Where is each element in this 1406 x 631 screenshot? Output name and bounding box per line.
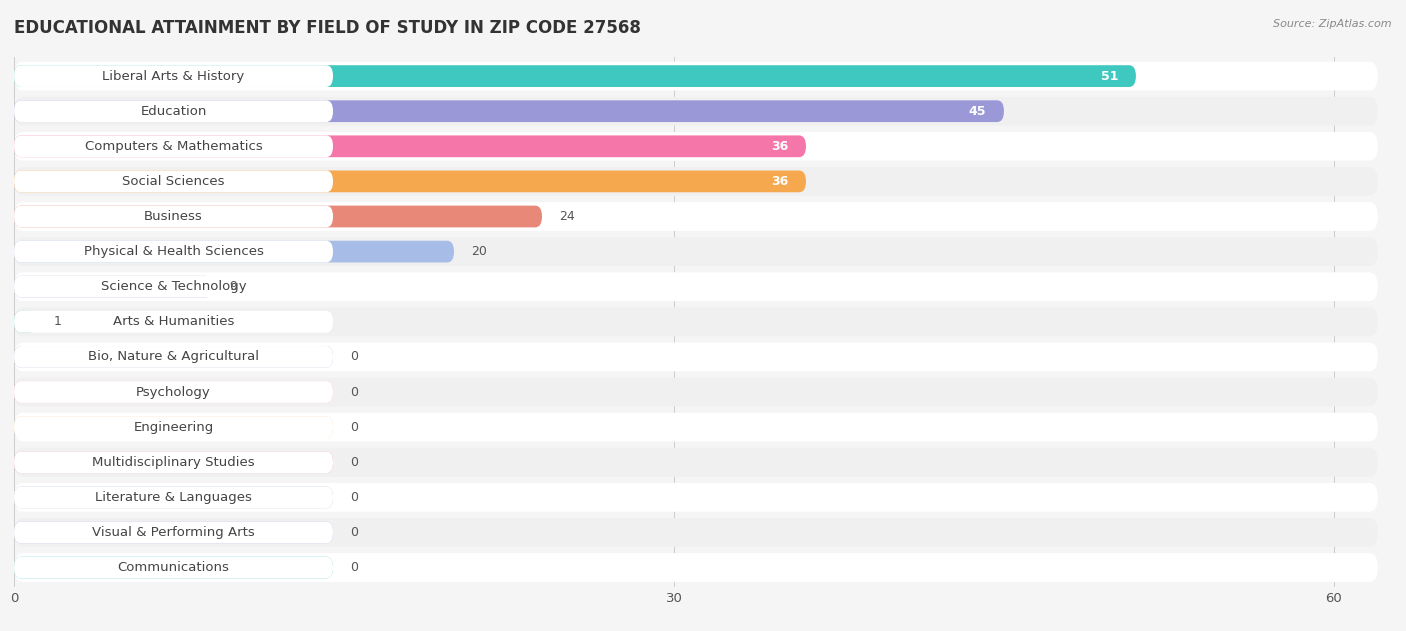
FancyBboxPatch shape — [14, 448, 1378, 476]
Text: Literature & Languages: Literature & Languages — [96, 491, 252, 504]
FancyBboxPatch shape — [14, 416, 333, 438]
FancyBboxPatch shape — [14, 518, 1378, 547]
FancyBboxPatch shape — [14, 487, 333, 508]
FancyBboxPatch shape — [14, 136, 333, 157]
FancyBboxPatch shape — [14, 416, 333, 438]
Text: 36: 36 — [770, 175, 789, 188]
FancyBboxPatch shape — [14, 237, 1378, 266]
Text: 1: 1 — [53, 316, 62, 328]
FancyBboxPatch shape — [14, 381, 333, 403]
FancyBboxPatch shape — [14, 307, 1378, 336]
FancyBboxPatch shape — [14, 311, 333, 333]
Text: 0: 0 — [350, 421, 359, 433]
Text: Bio, Nature & Agricultural: Bio, Nature & Agricultural — [89, 350, 259, 363]
FancyBboxPatch shape — [14, 167, 1378, 196]
Text: 51: 51 — [1101, 69, 1118, 83]
FancyBboxPatch shape — [14, 522, 333, 543]
Text: 20: 20 — [471, 245, 488, 258]
Text: Communications: Communications — [118, 561, 229, 574]
FancyBboxPatch shape — [14, 553, 1378, 582]
FancyBboxPatch shape — [14, 65, 1136, 87]
FancyBboxPatch shape — [14, 100, 333, 122]
FancyBboxPatch shape — [14, 170, 806, 192]
FancyBboxPatch shape — [14, 413, 1378, 442]
FancyBboxPatch shape — [14, 346, 333, 368]
Text: Liberal Arts & History: Liberal Arts & History — [103, 69, 245, 83]
FancyBboxPatch shape — [14, 132, 1378, 161]
FancyBboxPatch shape — [14, 276, 212, 298]
Text: 36: 36 — [770, 140, 789, 153]
Text: Social Sciences: Social Sciences — [122, 175, 225, 188]
Text: 0: 0 — [350, 561, 359, 574]
Text: Computers & Mathematics: Computers & Mathematics — [84, 140, 263, 153]
Text: Education: Education — [141, 105, 207, 118]
Text: Source: ZipAtlas.com: Source: ZipAtlas.com — [1274, 19, 1392, 29]
FancyBboxPatch shape — [14, 100, 1004, 122]
FancyBboxPatch shape — [14, 240, 454, 262]
FancyBboxPatch shape — [14, 346, 333, 368]
FancyBboxPatch shape — [14, 170, 333, 192]
Text: Arts & Humanities: Arts & Humanities — [112, 316, 235, 328]
FancyBboxPatch shape — [14, 273, 1378, 301]
Text: 9: 9 — [229, 280, 238, 293]
Text: Business: Business — [145, 210, 202, 223]
FancyBboxPatch shape — [14, 97, 1378, 126]
Text: Engineering: Engineering — [134, 421, 214, 433]
FancyBboxPatch shape — [14, 343, 1378, 371]
FancyBboxPatch shape — [14, 381, 333, 403]
FancyBboxPatch shape — [14, 377, 1378, 406]
FancyBboxPatch shape — [14, 522, 333, 543]
Text: 45: 45 — [969, 105, 987, 118]
FancyBboxPatch shape — [14, 240, 333, 262]
Text: 0: 0 — [350, 526, 359, 539]
Text: Science & Technology: Science & Technology — [101, 280, 246, 293]
Text: Visual & Performing Arts: Visual & Performing Arts — [93, 526, 254, 539]
Text: Multidisciplinary Studies: Multidisciplinary Studies — [93, 456, 254, 469]
Text: 0: 0 — [350, 350, 359, 363]
FancyBboxPatch shape — [14, 276, 333, 298]
Text: 0: 0 — [350, 386, 359, 399]
Text: 0: 0 — [350, 491, 359, 504]
FancyBboxPatch shape — [14, 136, 806, 157]
FancyBboxPatch shape — [14, 483, 1378, 512]
Text: 24: 24 — [560, 210, 575, 223]
FancyBboxPatch shape — [14, 62, 1378, 90]
FancyBboxPatch shape — [14, 202, 1378, 231]
Text: 0: 0 — [350, 456, 359, 469]
Text: EDUCATIONAL ATTAINMENT BY FIELD OF STUDY IN ZIP CODE 27568: EDUCATIONAL ATTAINMENT BY FIELD OF STUDY… — [14, 19, 641, 37]
FancyBboxPatch shape — [14, 557, 333, 579]
FancyBboxPatch shape — [14, 206, 333, 227]
FancyBboxPatch shape — [14, 206, 541, 227]
FancyBboxPatch shape — [14, 451, 333, 473]
FancyBboxPatch shape — [14, 451, 333, 473]
FancyBboxPatch shape — [14, 65, 333, 87]
Text: Physical & Health Sciences: Physical & Health Sciences — [83, 245, 263, 258]
FancyBboxPatch shape — [14, 311, 37, 333]
FancyBboxPatch shape — [14, 487, 333, 508]
FancyBboxPatch shape — [14, 557, 333, 579]
Text: Psychology: Psychology — [136, 386, 211, 399]
